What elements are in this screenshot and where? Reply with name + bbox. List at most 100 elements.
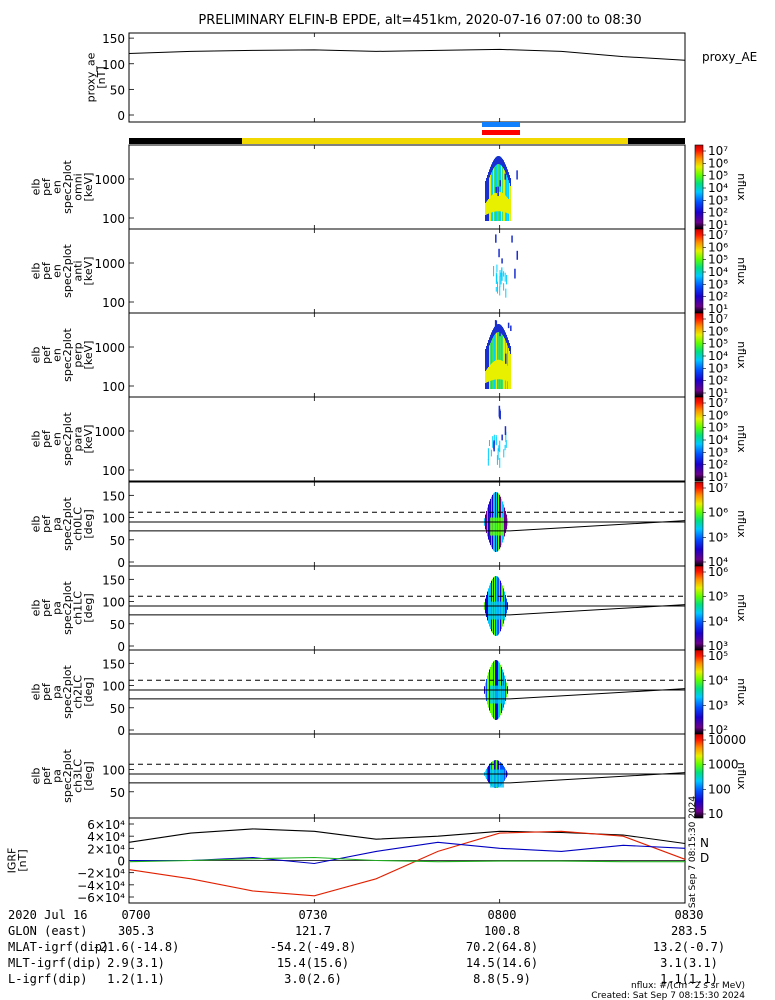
- pitch-ylabel-ch2LC-line-1: pef: [40, 682, 53, 701]
- pitch-ylabel-ch3LC-line-0: elb: [30, 768, 43, 785]
- spectro-ylabel-anti-line-4: anti: [72, 260, 85, 281]
- spectro-burst-cap-1-1: [486, 177, 487, 186]
- spectro-burst-core-3-8: [493, 361, 494, 380]
- spectro-burst-col-3-5: [490, 334, 491, 389]
- spectro-sparse-4-16: [493, 434, 495, 444]
- pitch-ylabel-ch1LC-line-2: pa: [51, 601, 64, 615]
- spectro-burst-col-3-4: [489, 337, 490, 389]
- spectro-ylabel-omni-line-3: spec2plot: [61, 160, 74, 214]
- spectro-speck-2-0: [514, 268, 516, 279]
- pitch-ylabel-ch2LC-line-2: pa: [51, 685, 64, 699]
- footer-mlat-0830: 13.2(-0.7): [653, 940, 725, 954]
- spectro-ylabel-para-line-3: spec2plot: [61, 412, 74, 466]
- igrf-ytick-label-6: −6×10⁴: [77, 891, 125, 905]
- pitch-ytick-label-6-1: 50: [110, 618, 125, 632]
- colorbar-tick-label-4-6: 10¹: [708, 470, 728, 484]
- spectro-burst-core-1-10: [495, 192, 496, 212]
- spectro-burst-cap-3-0: [485, 349, 486, 357]
- footer-mlt-0700: 2.9(3.1): [107, 956, 165, 970]
- spectro-burst-core-1-9: [494, 193, 495, 212]
- proxy-ae-ylabel-line-0: proxy_ae: [85, 52, 98, 102]
- pitch-frame-ch1LC: [128, 565, 686, 651]
- colorbar-tick-label-3-5: 10²: [708, 374, 728, 388]
- footer-l-0800: 8.8(5.9): [473, 972, 531, 986]
- spectro-speck-3-5: [505, 353, 507, 364]
- spectrogram-frame-para: [128, 396, 686, 482]
- colorbar-tick-label-3-1: 10⁶: [708, 324, 728, 338]
- colorbar-tick-label-8-0: 10000: [708, 733, 746, 747]
- spectro-burst-core-3-17: [502, 361, 503, 380]
- status-bar-yellow: [242, 138, 628, 144]
- colorbar-tick-label-4-4: 10³: [708, 445, 728, 459]
- colorbar-tick-label-8-3: 10: [708, 807, 723, 821]
- spectro-burst-cap-3-17: [502, 326, 503, 335]
- igrf-ytick-label-1: 4×10⁴: [87, 830, 125, 844]
- spectro-burst-cap-3-11: [496, 324, 497, 333]
- pitch-ylabel-ch3LC-line-4: ch3LC: [72, 759, 85, 793]
- pitch-frame-ch3LC: [128, 733, 686, 819]
- colorbar-tick-label-8-2: 100: [708, 782, 731, 796]
- spectro-speck-1-1: [504, 173, 506, 180]
- spectro-burst-cap-1-10: [495, 157, 496, 166]
- spectro-speck-1-2: [516, 170, 518, 180]
- spectro-burst-col-1-5: [490, 166, 491, 221]
- footer-time-0700: 0700: [122, 908, 151, 922]
- spectro-sparse-4-13: [495, 435, 497, 445]
- spectro-burst-core-3-9: [494, 361, 495, 380]
- spectro-burst-cap-3-6: [491, 332, 492, 341]
- colorbar-tick-label-4-5: 10²: [708, 458, 728, 472]
- pitch-ch1LC: [129, 576, 686, 636]
- pitch-ch0LC: [129, 492, 686, 552]
- spectro-burst-col-3-3: [488, 340, 489, 389]
- status-bar-black-left: [129, 138, 242, 144]
- pitch-ytick-label-8-1: 100: [102, 764, 125, 778]
- spectro-burst-cap-1-5: [490, 166, 491, 175]
- colorbar-tick-label-2-1: 10⁶: [708, 240, 728, 254]
- pitch-ylabel-ch2LC-line-4: ch2LC: [72, 675, 85, 709]
- pitch-ytick-label-6-3: 150: [102, 573, 125, 587]
- spectro-burst-cap-3-1: [486, 345, 487, 354]
- pitch-ylabel-ch1LC-line-5: [deg]: [82, 593, 95, 622]
- colorbar-tick-label-2-0: 10⁷: [708, 228, 728, 242]
- spectro-burst-core-3-15: [500, 360, 501, 380]
- colorbar-tick-label-1-0: 10⁷: [708, 144, 728, 158]
- colorbar-tick-label-7-1: 10⁴: [708, 674, 728, 688]
- spectro-burst-core-3-7: [492, 362, 493, 381]
- igrf-series-line-2: [129, 841, 686, 865]
- colorbar-tick-label-1-6: 10¹: [708, 218, 728, 232]
- spectro-speck-4-5: [499, 410, 501, 420]
- spectro-burst-core-1-1: [486, 201, 487, 215]
- proxy-ae-ytick-label-2: 100: [102, 58, 125, 72]
- spectro-burst-col-1-3: [488, 172, 489, 221]
- spectro-burst-cap-3-19: [504, 330, 505, 339]
- igrf-series-line-0: [128, 828, 686, 845]
- pitch-ch2LC: [129, 660, 686, 720]
- spectro-sparse-2-12: [503, 283, 505, 291]
- spectrogram-frame-perp: [128, 312, 686, 398]
- colorbar-tick-label-3-2: 10⁵: [708, 337, 728, 351]
- spectro-speck-3-1: [510, 325, 512, 332]
- pitch-ytick-label-5-3: 150: [102, 489, 125, 503]
- spectro-speck-4-4: [501, 434, 503, 441]
- colorbar-tick-label-2-4: 10³: [708, 277, 728, 291]
- spectro-burst-col-3-12: [497, 324, 498, 389]
- pitch-ylabel-ch1LC-line-4: ch1LC: [72, 591, 85, 625]
- spectro-burst-col-1-16: [501, 157, 502, 221]
- footer-mlat-0700: -21.6(-14.8): [93, 940, 180, 954]
- spectro-burst-core-3-20: [505, 363, 506, 381]
- spectro-burst-cap-1-2: [487, 175, 488, 184]
- spectro-burst-cap-3-22: [507, 337, 508, 346]
- pitch-ytick-label-5-1: 50: [110, 534, 125, 548]
- spectro-sparse-4-3: [505, 440, 507, 448]
- spectro-sparse-2-1: [496, 281, 498, 294]
- pitch-losscone-line-8: [129, 772, 686, 784]
- spectro-burst-col-1-19: [504, 162, 505, 221]
- footer-l-0830: 1.1(1.1): [660, 972, 718, 986]
- spectro-burst-cap-3-8: [493, 328, 494, 337]
- spectro-burst-cap-1-19: [504, 162, 505, 171]
- spectro-burst-core-1-18: [503, 193, 504, 212]
- igrf-ylabel-line-0: IGRF: [6, 848, 19, 874]
- spectro-burst-col-1-0: [485, 181, 486, 221]
